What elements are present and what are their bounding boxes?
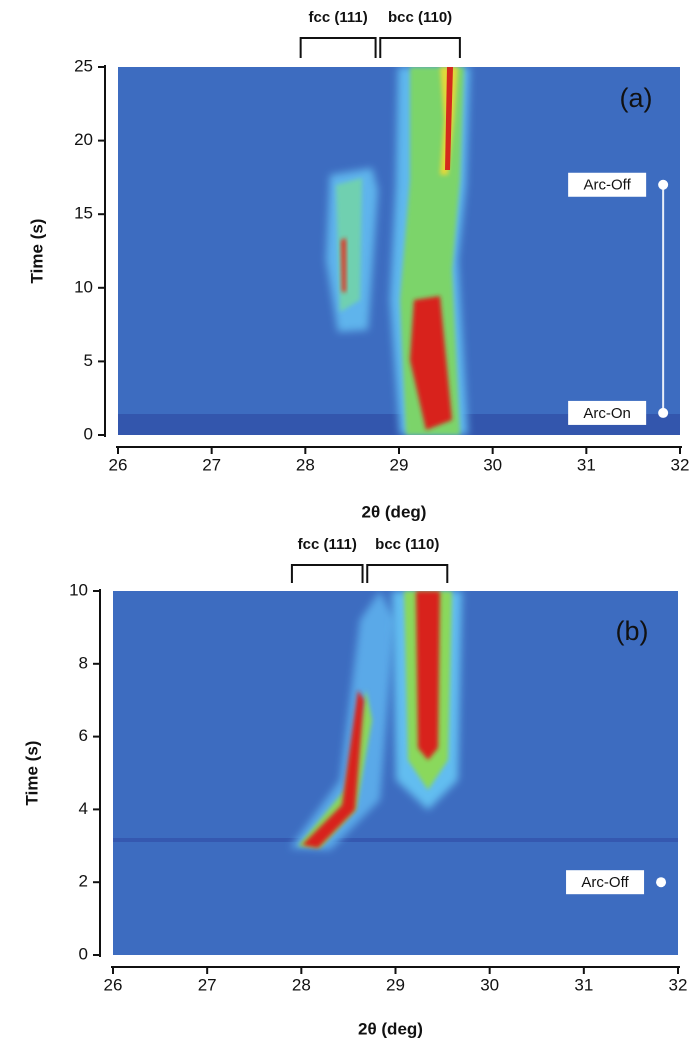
panel-label: (b) (616, 616, 649, 646)
annotation-dot (656, 877, 667, 888)
x-tick-label: 27 (198, 975, 217, 994)
annotation-box (568, 400, 647, 425)
bracket-label: bcc (110) (375, 536, 439, 553)
x-tick-label: 29 (390, 455, 409, 474)
x-tick-label: 32 (671, 455, 690, 474)
heatmap-a (118, 67, 680, 435)
x-tick-label: 29 (386, 975, 405, 994)
annotation-box (568, 172, 647, 197)
x-tick-label: 26 (104, 975, 123, 994)
x-tick-label: 30 (480, 975, 499, 994)
y-tick-label: 8 (79, 653, 88, 672)
x-tick-label: 26 (109, 455, 128, 474)
x-tick-label: 28 (296, 455, 315, 474)
y-tick-label: 10 (74, 277, 93, 296)
bracket (366, 564, 449, 583)
x-tick-label: 31 (577, 455, 596, 474)
annotation: Arc-Off (581, 874, 629, 891)
y-tick-label: 4 (79, 799, 88, 818)
bracket-label: fcc (111) (309, 9, 368, 26)
x-axis-label: 2θ (deg) (362, 502, 427, 521)
annotation: Arc-Off (584, 177, 632, 194)
y-axis-label: Time (s) (27, 219, 46, 284)
y-tick-label: 10 (69, 580, 88, 599)
heatmap-b (113, 591, 678, 955)
y-tick-label: 20 (74, 130, 93, 149)
y-tick-label: 5 (84, 351, 93, 370)
bracket-label: fcc (111) (298, 536, 357, 553)
x-tick-label: 28 (292, 975, 311, 994)
x-tick-label: 27 (202, 455, 221, 474)
x-axis-label: 2θ (deg) (358, 1019, 423, 1038)
x-tick-label: 32 (669, 975, 688, 994)
bracket (379, 37, 461, 58)
annotation: Arc-On (583, 405, 631, 422)
y-axis-label: Time (s) (22, 741, 41, 806)
y-tick-label: 25 (74, 56, 93, 75)
annotation-dot (658, 179, 669, 190)
x-tick-label: 31 (574, 975, 593, 994)
bracket-label: bcc (110) (388, 9, 452, 26)
y-tick-label: 0 (84, 424, 93, 443)
panel-label: (a) (620, 83, 653, 113)
annotation-box (566, 870, 645, 895)
annotation-dot (658, 407, 669, 418)
y-tick-label: 2 (79, 872, 88, 891)
y-tick-label: 15 (74, 204, 93, 223)
bracket (299, 37, 377, 58)
x-tick-label: 30 (483, 455, 502, 474)
y-tick-label: 6 (79, 726, 88, 745)
y-tick-label: 0 (79, 944, 88, 963)
bracket (290, 564, 364, 583)
